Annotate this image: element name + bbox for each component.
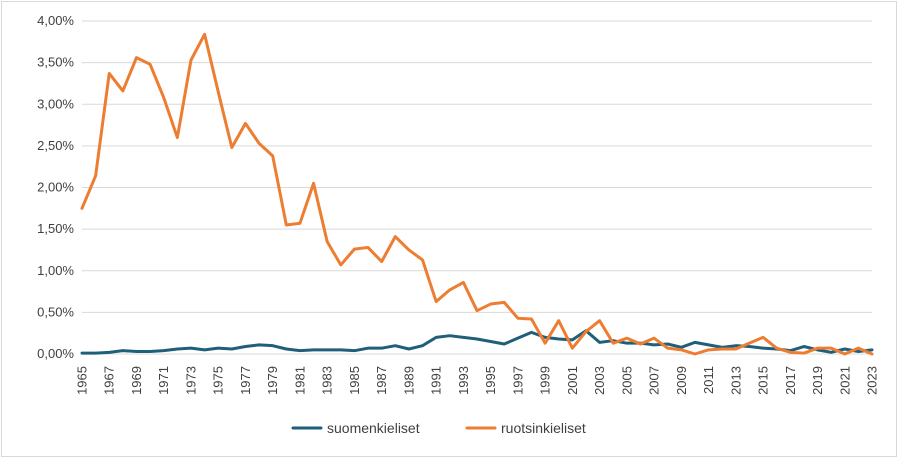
x-tick-label: 1965 [75, 366, 90, 395]
legend-label: ruotsinkieliset [501, 420, 586, 436]
x-tick-label: 1967 [102, 366, 117, 395]
y-tick-label: 2,00% [37, 180, 74, 195]
x-tick-label: 1969 [129, 366, 144, 395]
y-tick-label: 3,00% [37, 96, 74, 111]
x-tick-label: 1991 [429, 366, 444, 395]
x-tick-label: 1981 [292, 366, 307, 395]
x-tick-label: 2005 [619, 366, 634, 395]
y-tick-label: 1,50% [37, 221, 74, 236]
x-tick-label: 2001 [565, 366, 580, 395]
y-tick-label: 1,00% [37, 263, 74, 278]
gridlines [82, 20, 872, 355]
y-tick-label: 0,50% [37, 304, 74, 319]
x-tick-label: 2017 [783, 366, 798, 395]
x-tick-label: 1973 [183, 366, 198, 395]
y-axis-ticks: 0,00% 0,50% 1,00% 1,50% 2,00% 2,50% 3,00% 3,50%… [37, 13, 74, 361]
y-tick-label: 0,00% [37, 346, 74, 361]
y-tick-label: 3,50% [37, 55, 74, 70]
x-tick-label: 1983 [320, 366, 335, 395]
x-tick-label: 1979 [265, 366, 280, 395]
x-tick-label: 2011 [701, 366, 716, 394]
y-tick-label: 2,50% [37, 138, 74, 153]
x-tick-label: 1971 [156, 366, 171, 395]
x-tick-label: 1977 [238, 366, 253, 395]
x-tick-label: 2013 [728, 366, 743, 395]
x-tick-label: 2023 [865, 366, 880, 395]
series-lines [80, 32, 874, 356]
x-tick-label: 2021 [837, 366, 852, 395]
x-tick-label: 1975 [211, 366, 226, 395]
series-line-ruotsinkieliset [80, 32, 874, 356]
x-tick-label: 1999 [538, 366, 553, 395]
x-tick-label: 2019 [810, 366, 825, 395]
legend: suomenkieliset ruotsinkieliset [291, 420, 586, 436]
x-tick-label: 1989 [401, 366, 416, 395]
x-tick-label: 1993 [456, 366, 471, 395]
x-tick-label: 1997 [510, 366, 525, 395]
x-tick-label: 2015 [756, 366, 771, 395]
x-axis-ticks: 1965 1967 1969 1971 1973 1975 1977 1979 1981 1983… [75, 366, 880, 395]
x-tick-label: 2009 [674, 366, 689, 395]
x-tick-label: 2007 [647, 366, 662, 395]
legend-label: suomenkieliset [327, 420, 420, 436]
x-tick-label: 2003 [592, 366, 607, 395]
x-tick-label: 1985 [347, 366, 362, 395]
y-tick-label: 4,00% [37, 13, 74, 28]
x-tick-label: 1987 [374, 366, 389, 395]
x-tick-label: 1995 [483, 366, 498, 395]
